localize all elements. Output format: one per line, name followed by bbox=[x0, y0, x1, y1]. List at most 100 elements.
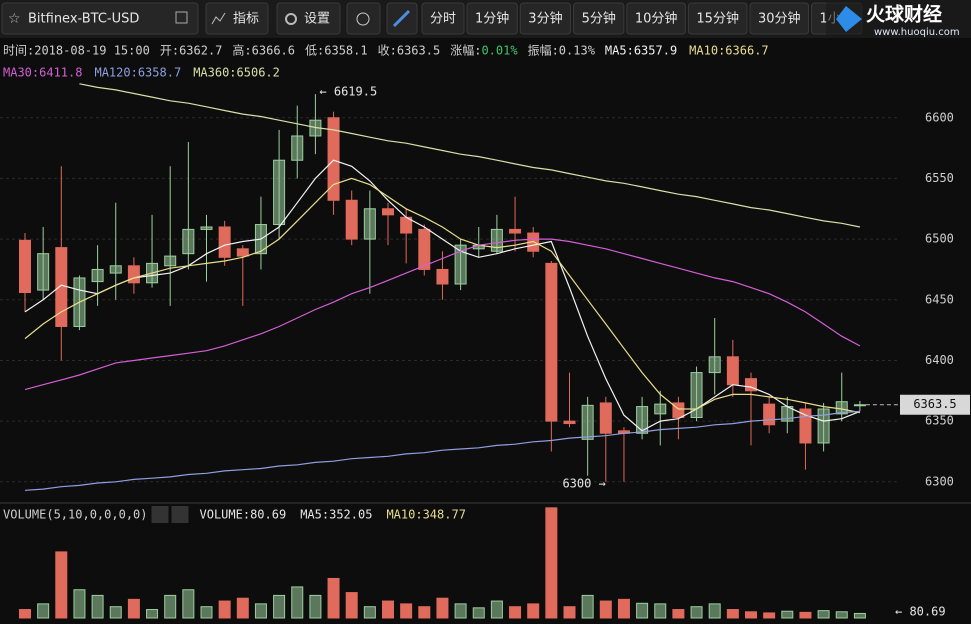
interval-button[interactable]: 1分钟 bbox=[466, 2, 518, 35]
info-value: 2018-08-19 15:00 bbox=[34, 44, 150, 58]
volume-bar bbox=[599, 600, 612, 619]
info-label: 低: bbox=[305, 44, 324, 58]
interval-label: 10分钟 bbox=[635, 11, 678, 27]
volume-bar bbox=[418, 606, 431, 619]
candle-body bbox=[563, 420, 576, 425]
volume-bar bbox=[853, 612, 866, 619]
y-tick-label: 6300 bbox=[925, 474, 954, 488]
volume-bar bbox=[617, 598, 630, 619]
y-tick-label: 6500 bbox=[925, 232, 954, 246]
candle-body bbox=[745, 378, 757, 392]
volume-bar bbox=[218, 600, 231, 619]
last-price-box bbox=[900, 394, 970, 415]
volume-bar bbox=[781, 610, 794, 619]
interval-button[interactable]: 3分钟 bbox=[519, 2, 572, 35]
volume-bar bbox=[708, 603, 721, 619]
volume-last: ← 80.69 bbox=[895, 605, 946, 619]
ma-legend: MA360:6506.2 bbox=[193, 66, 280, 80]
interval-label: 5分钟 bbox=[582, 11, 616, 27]
volume-bar bbox=[291, 586, 304, 619]
volume-bar bbox=[654, 603, 667, 619]
pencil-icon bbox=[392, 9, 411, 28]
candle-body bbox=[599, 402, 612, 434]
candle-body bbox=[382, 208, 394, 216]
interval-bg bbox=[519, 2, 572, 35]
candle-body bbox=[490, 228, 503, 252]
volume-bar bbox=[817, 610, 830, 619]
candle-body bbox=[345, 199, 358, 240]
candle-body bbox=[182, 228, 195, 255]
ma-legend: MA10:6366.7 bbox=[689, 44, 768, 58]
info-label: 涨幅: bbox=[450, 43, 481, 58]
volume-bar bbox=[164, 594, 177, 619]
info-value: 6366.6 bbox=[252, 44, 295, 58]
candle-body bbox=[636, 406, 649, 434]
ma-line bbox=[24, 238, 861, 391]
star-icon: ☆ bbox=[8, 11, 21, 27]
candle-body bbox=[236, 248, 249, 257]
candle-body bbox=[127, 265, 140, 284]
interval-label: 分时 bbox=[430, 12, 456, 27]
volume-bar bbox=[182, 589, 195, 619]
interval-button[interactable]: 30分钟 bbox=[749, 2, 809, 35]
y-tick-label: 6600 bbox=[925, 110, 954, 124]
candle-body bbox=[218, 226, 231, 258]
settings-button[interactable] bbox=[276, 2, 341, 35]
toolbar: ☆ Bitfinex-BTC-USD 指标 设置 分时 1分钟 3分钟 5分钟 10分钟… bbox=[0, 0, 971, 38]
volume-bar bbox=[127, 598, 140, 619]
volume-bar bbox=[345, 592, 358, 619]
interval-label: 30分钟 bbox=[758, 11, 801, 27]
volume-bar bbox=[400, 603, 413, 619]
volume-settings-icon[interactable] bbox=[151, 506, 169, 523]
volume-label: VOLUME:80.69 bbox=[200, 508, 287, 522]
volume-header: VOLUME(5,10,0,0,0,0) bbox=[3, 508, 148, 522]
volume-label: MA10:348.77 bbox=[386, 508, 465, 522]
volume-bar bbox=[690, 606, 703, 619]
info-value: 6363.5 bbox=[397, 44, 440, 58]
y-tick-label: 6400 bbox=[925, 353, 954, 367]
candle-body bbox=[91, 268, 104, 283]
candle-body bbox=[37, 253, 50, 291]
volume-bar bbox=[73, 589, 86, 619]
volume-bar bbox=[726, 609, 739, 619]
popout-icon bbox=[175, 11, 188, 24]
interval-button[interactable]: 分时 bbox=[421, 2, 465, 35]
volume-bar bbox=[581, 594, 594, 619]
info-value: 6358.1 bbox=[324, 44, 367, 58]
volume-bar bbox=[236, 597, 249, 619]
candle-body bbox=[581, 404, 594, 440]
candle-body bbox=[109, 265, 122, 274]
interval-group: 分时1分钟3分钟5分钟10分钟15分钟30分钟1小时 bbox=[421, 2, 863, 35]
candle-body bbox=[418, 228, 431, 270]
volume-bar bbox=[200, 606, 213, 619]
candle-body bbox=[454, 244, 467, 285]
indicator-button[interactable] bbox=[205, 2, 269, 35]
y-tick-label: 6350 bbox=[925, 414, 954, 428]
interval-label: 15分钟 bbox=[696, 11, 739, 27]
volume-bar bbox=[545, 507, 558, 619]
chart: 时间: 2018-08-19 15:00 开: 6362.7 高: 6366.6 低: 635… bbox=[0, 43, 970, 619]
candle-body bbox=[327, 117, 340, 201]
symbol-box[interactable] bbox=[1, 2, 199, 35]
volume-bar bbox=[327, 577, 340, 619]
info-value: 6362.7 bbox=[179, 44, 222, 58]
interval-label: 1分钟 bbox=[475, 11, 509, 27]
theme-button[interactable] bbox=[346, 2, 381, 35]
info-label: 高: bbox=[232, 43, 251, 58]
volume-bar bbox=[454, 603, 467, 619]
watermark-name: 火球财经 bbox=[866, 3, 942, 26]
y-tick-label: 6550 bbox=[925, 171, 954, 185]
interval-bg bbox=[687, 2, 748, 35]
volume-bar bbox=[254, 603, 267, 619]
interval-button[interactable]: 5分钟 bbox=[573, 2, 625, 35]
candle-body bbox=[19, 239, 31, 294]
candle-body bbox=[509, 228, 522, 234]
interval-button[interactable]: 10分钟 bbox=[626, 2, 686, 35]
volume-close-icon[interactable] bbox=[171, 506, 189, 523]
interval-button[interactable]: 15分钟 bbox=[687, 2, 748, 35]
volume-bar bbox=[363, 606, 376, 619]
info-value: 0.13% bbox=[559, 44, 596, 58]
volume-bar bbox=[19, 609, 31, 619]
symbol: Bitfinex-BTC-USD bbox=[28, 12, 139, 27]
